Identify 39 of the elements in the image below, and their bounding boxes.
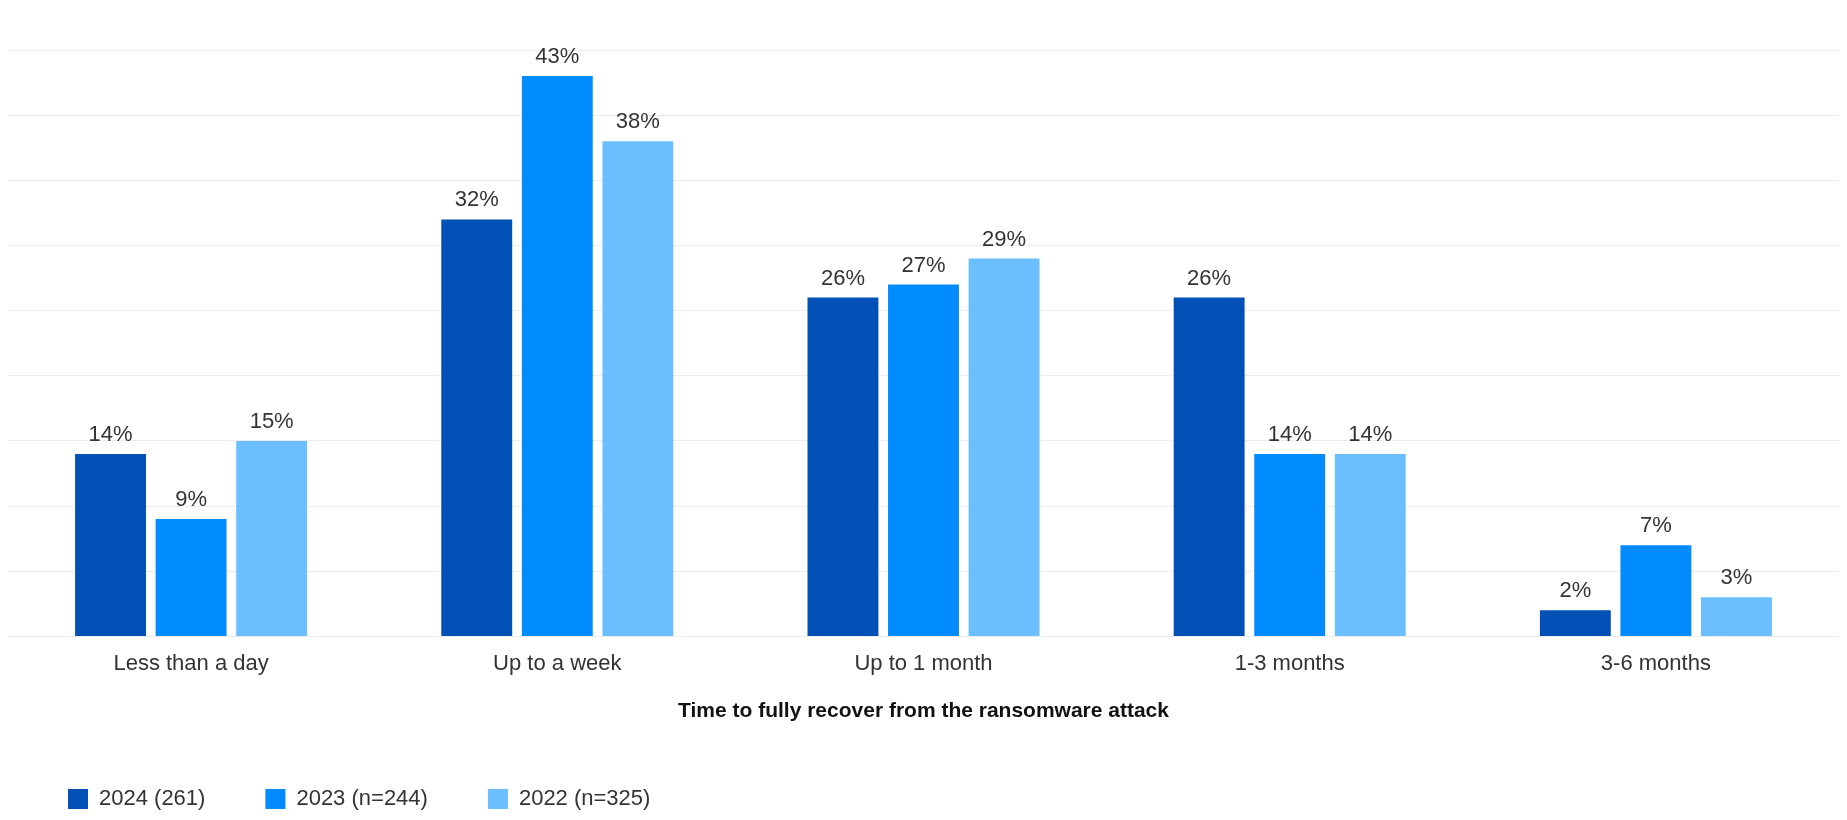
data-label: 29% [982, 225, 1027, 251]
x-tick-label: 3-6 months [1600, 649, 1711, 675]
data-label: 2% [1559, 577, 1592, 603]
data-label: 26% [1187, 264, 1232, 290]
data-label: 43% [535, 43, 580, 69]
bar [1701, 597, 1772, 636]
bar [155, 519, 227, 636]
data-label: 32% [454, 186, 499, 212]
data-label: 14% [1267, 421, 1312, 447]
data-label: 9% [175, 486, 207, 512]
bar [1254, 453, 1326, 636]
bar [807, 297, 879, 636]
bar [602, 141, 674, 636]
x-tick-label: Less than a day [113, 649, 269, 675]
bar [1620, 545, 1692, 636]
x-axis-title: Time to fully recover from the ransomware attack [678, 698, 1170, 722]
data-label: 14% [88, 421, 133, 447]
x-tick-label: Up to a week [493, 649, 623, 675]
data-label: 14% [1348, 421, 1393, 447]
data-label: 3% [1720, 564, 1753, 590]
bar [1539, 610, 1611, 636]
bar [236, 440, 308, 636]
data-label: 26% [820, 264, 865, 290]
bar [75, 453, 146, 636]
data-label: 38% [615, 108, 660, 134]
bar [1173, 297, 1245, 636]
bar [441, 219, 513, 636]
data-label: 15% [249, 408, 294, 433]
bar [968, 258, 1040, 636]
x-tick-label: Up to 1 month [854, 649, 993, 675]
bar [521, 76, 593, 636]
legend-label: 2022 (n=325) [518, 785, 651, 811]
data-label: 7% [1640, 512, 1672, 538]
legend-label: 2023 (n=244) [296, 785, 428, 811]
bar [1334, 453, 1406, 636]
legend-label: 2024 (261) [99, 785, 206, 811]
data-label: 27% [901, 251, 946, 277]
bar [888, 284, 959, 636]
x-tick-label: 1-3 months [1234, 649, 1345, 675]
